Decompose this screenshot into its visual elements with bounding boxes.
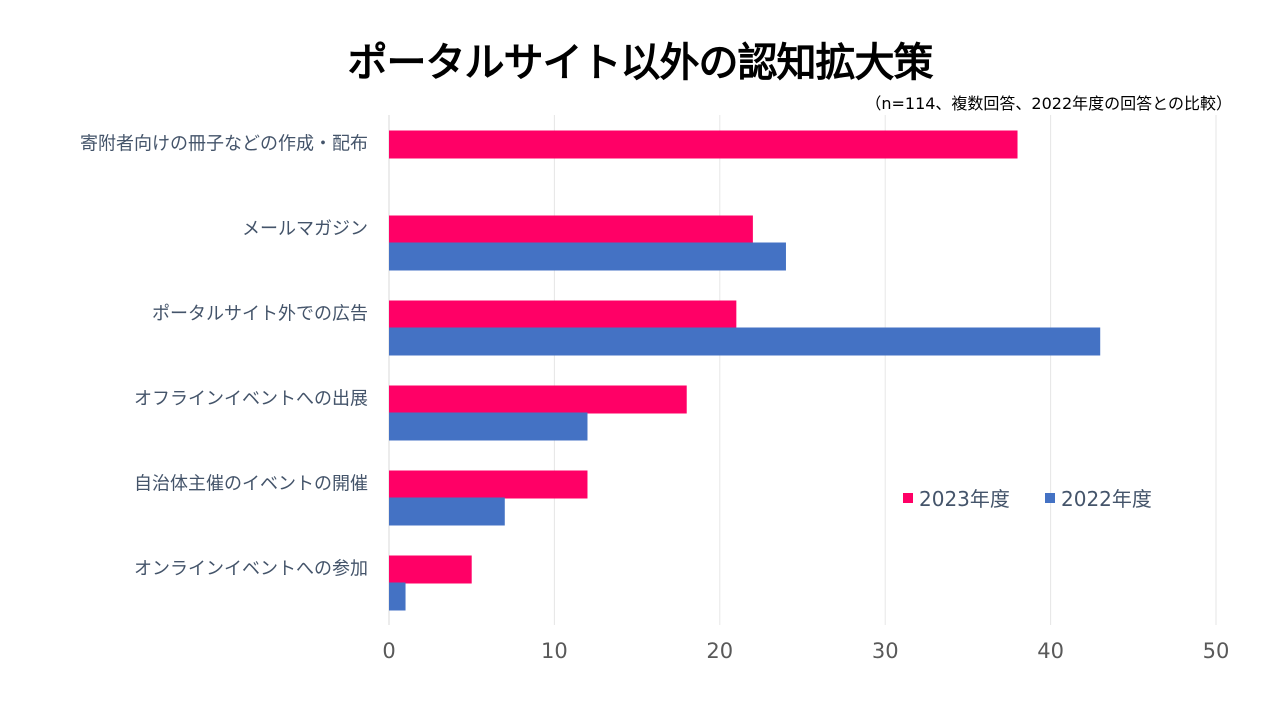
legend-swatch (903, 493, 913, 503)
bar-2022 (389, 327, 1101, 356)
x-tick-label: 0 (382, 639, 395, 663)
legend-label: 2022年度 (1061, 487, 1152, 511)
x-tick-label: 20 (706, 639, 733, 663)
category-label: 寄附者向けの冊子などの作成・配布 (80, 134, 368, 155)
bar-2023 (389, 470, 588, 499)
category-label: 自治体主催のイベントの開催 (134, 474, 368, 495)
bar-2023 (389, 215, 753, 244)
category-label: オフラインイベントへの出展 (134, 389, 368, 410)
x-tick-label: 10 (541, 639, 568, 663)
bar-2022 (389, 497, 505, 526)
legend-swatch (1045, 493, 1055, 503)
bar-2023 (389, 130, 1018, 159)
category-label: オンラインイベントへの参加 (134, 559, 368, 580)
legend-label: 2023年度 (919, 487, 1010, 511)
x-tick-label: 50 (1203, 639, 1230, 663)
category-label: メールマガジン (242, 219, 368, 240)
chart-title: ポータルサイト以外の認知拡大策 (347, 40, 934, 86)
bar-2022 (389, 242, 786, 271)
x-tick-label: 40 (1037, 639, 1064, 663)
bar-2023 (389, 300, 737, 329)
bar-2022 (389, 582, 406, 611)
category-label: ポータルサイト外での広告 (152, 304, 368, 325)
bar-2023 (389, 555, 472, 584)
bar-2023 (389, 385, 687, 414)
x-tick-label: 30 (872, 639, 899, 663)
chart-subtitle: （n=114、複数回答、2022年度の回答との比較） (865, 94, 1232, 113)
bar-2022 (389, 412, 588, 441)
